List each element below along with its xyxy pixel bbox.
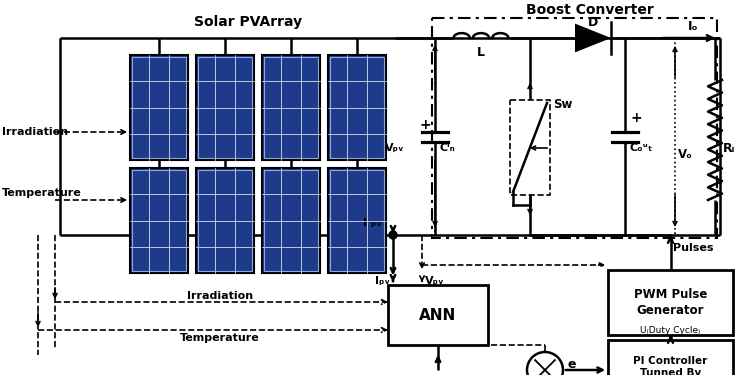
Text: ANN: ANN (419, 308, 457, 322)
Bar (196, 55, 254, 160)
Text: Sw: Sw (553, 99, 572, 111)
Bar (198, 57, 252, 158)
Text: Irradiation: Irradiation (2, 127, 68, 137)
Bar (328, 168, 386, 273)
Bar (132, 57, 186, 158)
Circle shape (527, 352, 563, 375)
Bar (330, 170, 384, 271)
Bar (262, 55, 320, 160)
Text: Iₚᵥ: Iₚᵥ (375, 276, 390, 286)
Text: D: D (588, 15, 598, 28)
Text: Vₚᵥ: Vₚᵥ (385, 143, 405, 153)
Text: e: e (568, 358, 577, 372)
Bar (608, 340, 733, 375)
Text: Rₗ: Rₗ (723, 141, 735, 154)
Text: Vₒ: Vₒ (678, 148, 693, 162)
Bar (130, 55, 188, 160)
Bar (262, 168, 320, 273)
Text: -: - (547, 371, 553, 375)
Text: +: + (419, 118, 431, 132)
Text: Irradiation: Irradiation (187, 291, 253, 301)
Text: L: L (477, 46, 485, 60)
Text: Temperature: Temperature (2, 188, 82, 198)
Bar (196, 168, 254, 273)
Text: Solar PVArray: Solar PVArray (194, 15, 302, 29)
Circle shape (389, 231, 397, 239)
Bar (510, 100, 550, 195)
Text: Cₒᵘₜ: Cₒᵘₜ (630, 143, 653, 153)
Polygon shape (575, 24, 611, 52)
Bar (130, 168, 188, 273)
Text: Iₒ: Iₒ (688, 20, 698, 33)
Bar (264, 57, 318, 158)
Bar (132, 170, 186, 271)
Bar (198, 170, 252, 271)
Text: Temperature: Temperature (180, 333, 260, 343)
Text: +: + (535, 359, 544, 369)
Bar (608, 270, 733, 335)
Text: PI Controller
Tunned By
RGA: PI Controller Tunned By RGA (633, 356, 707, 375)
Text: Cᴵₙ: Cᴵₙ (439, 143, 455, 153)
Bar (264, 170, 318, 271)
Text: U₍Duty Cycle₎: U₍Duty Cycle₎ (640, 326, 701, 335)
Text: +: + (630, 111, 642, 125)
Bar (388, 285, 488, 345)
Bar (328, 55, 386, 160)
Bar (432, 18, 717, 238)
Text: Pulses: Pulses (673, 243, 714, 253)
Text: PWM Pulse
Generator: PWM Pulse Generator (633, 288, 707, 316)
Text: Vₚᵥ: Vₚᵥ (425, 276, 445, 286)
Text: Boost Converter: Boost Converter (526, 3, 654, 17)
Text: I ₚᵥ: I ₚᵥ (363, 218, 382, 228)
Bar (330, 57, 384, 158)
